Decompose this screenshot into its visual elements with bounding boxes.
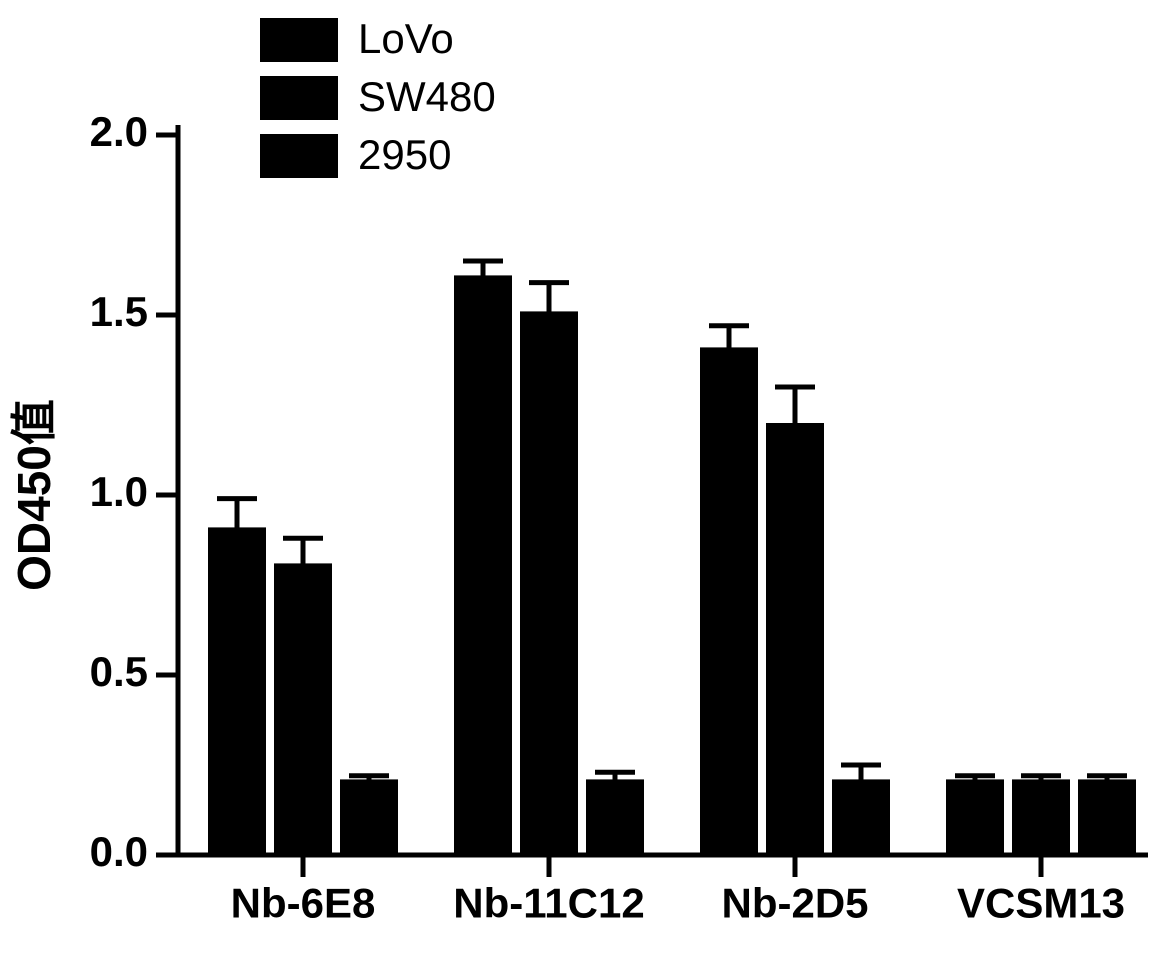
- legend-label-sw480: SW480: [358, 73, 496, 120]
- bar-vcsm13-sw480: [1012, 779, 1070, 855]
- y-axis-label: OD450值: [8, 399, 60, 591]
- xtick-label-nb-6e8: Nb-6E8: [231, 879, 376, 926]
- legend-swatch-2950: [260, 134, 338, 178]
- xtick-label-nb-11c12: Nb-11C12: [453, 879, 644, 926]
- bar-nb-11c12-sw480: [520, 311, 578, 855]
- legend: LoVo SW480 2950: [260, 15, 496, 178]
- ytick-label: 0.5: [90, 648, 148, 695]
- ytick-label: 1.5: [90, 288, 148, 335]
- bar-nb-6e8-lovo: [208, 527, 266, 855]
- ytick-label: 2.0: [90, 108, 148, 155]
- bar-nb-11c12-lovo: [454, 275, 512, 855]
- bar-vcsm13-2950: [1078, 779, 1136, 855]
- bar-nb-6e8-sw480: [274, 563, 332, 855]
- legend-label-lovo: LoVo: [358, 15, 454, 62]
- chart-container: LoVo SW480 2950 0.0 0.5 1.0 1.5 2.0 OD450值 Nb-6E8…: [0, 0, 1176, 964]
- bar-vcsm13-lovo: [946, 779, 1004, 855]
- legend-label-2950: 2950: [358, 131, 451, 178]
- ytick-label: 0.0: [90, 828, 148, 875]
- bar-nb-2d5-sw480: [766, 423, 824, 855]
- xtick-label-vcsm13: VCSM13: [957, 879, 1125, 926]
- legend-swatch-lovo: [260, 18, 338, 62]
- ytick-label: 1.0: [90, 468, 148, 515]
- xtick-label-nb-2d5: Nb-2D5: [721, 879, 868, 926]
- bar-chart: LoVo SW480 2950 0.0 0.5 1.0 1.5 2.0 OD450值 Nb-6E8…: [0, 0, 1176, 964]
- bar-nb-2d5-lovo: [700, 347, 758, 855]
- bar-nb-11c12-2950: [586, 779, 644, 855]
- legend-swatch-sw480: [260, 76, 338, 120]
- bar-nb-6e8-2950: [340, 779, 398, 855]
